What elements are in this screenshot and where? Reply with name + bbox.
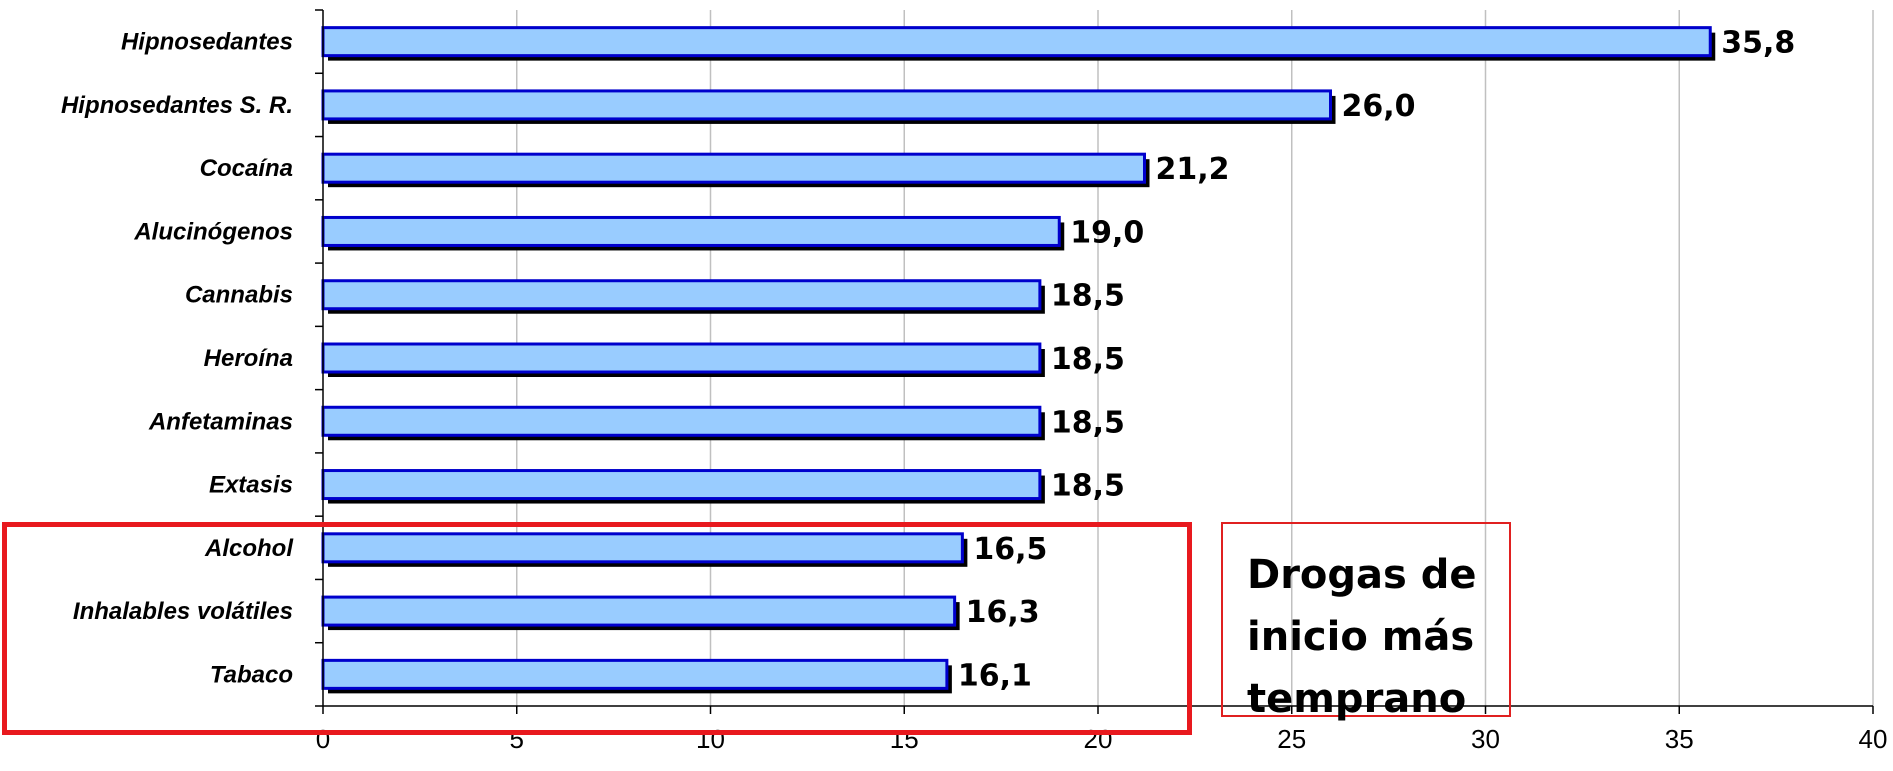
labels-group: 0 5 10 15 20 25 30 35 4035,8Hipnosedantes26,0Hip…: [61, 26, 1888, 754]
value-label: 18,5: [1051, 469, 1125, 504]
x-tick-label: 25: [1277, 724, 1306, 754]
x-tick-label: 30: [1471, 724, 1500, 754]
value-label: 19,0: [1070, 215, 1144, 250]
category-label: Anfetaminas: [148, 408, 293, 435]
value-label: 18,5: [1051, 342, 1125, 377]
x-tick-label: 10: [696, 724, 725, 754]
bar-8: [321, 532, 964, 564]
value-label: 18,5: [1051, 279, 1125, 314]
annotation-line-1: Drogas de: [1247, 552, 1477, 598]
x-tick-label: 15: [890, 724, 919, 754]
bar-2: [321, 152, 1146, 184]
annotation-line-2: inicio más: [1247, 614, 1475, 660]
category-label: Inhalables volátiles: [73, 598, 293, 625]
category-label: Hipnosedantes S. R.: [61, 92, 293, 119]
bar-3: [321, 215, 1061, 247]
value-label: 21,2: [1156, 152, 1230, 187]
value-label: 16,3: [966, 595, 1040, 630]
early-onset-highlight-box: [2, 522, 1192, 735]
annotation-box: Drogas de inicio más temprano: [1221, 522, 1511, 722]
x-tick-label: 35: [1665, 724, 1694, 754]
value-label: 18,5: [1051, 405, 1125, 440]
category-label: Cocaína: [200, 155, 293, 182]
category-label: Alcohol: [204, 535, 294, 562]
x-tick-label: 40: [1859, 724, 1888, 754]
bar-4: [321, 279, 1042, 311]
bar-7: [321, 469, 1042, 501]
value-label: 26,0: [1342, 89, 1416, 124]
category-label: Hipnosedantes: [121, 29, 293, 56]
value-label: 16,1: [958, 658, 1032, 693]
axes: [315, 9, 1874, 714]
bar-9: [321, 595, 957, 627]
bars-group: [321, 26, 1716, 694]
category-label: Tabaco: [210, 661, 293, 688]
category-label: Alucinógenos: [133, 218, 293, 245]
bar-6: [321, 405, 1042, 437]
category-label: Cannabis: [185, 282, 293, 309]
value-label: 35,8: [1721, 26, 1795, 61]
value-label: 16,5: [973, 532, 1047, 567]
category-label: Heroína: [204, 345, 293, 372]
annotation-line-3: temprano: [1247, 676, 1467, 722]
category-label: Extasis: [209, 472, 293, 499]
bar-0: [321, 26, 1712, 58]
bar-5: [321, 342, 1042, 374]
x-tick-label: 20: [1084, 724, 1113, 754]
bar-1: [321, 89, 1332, 121]
